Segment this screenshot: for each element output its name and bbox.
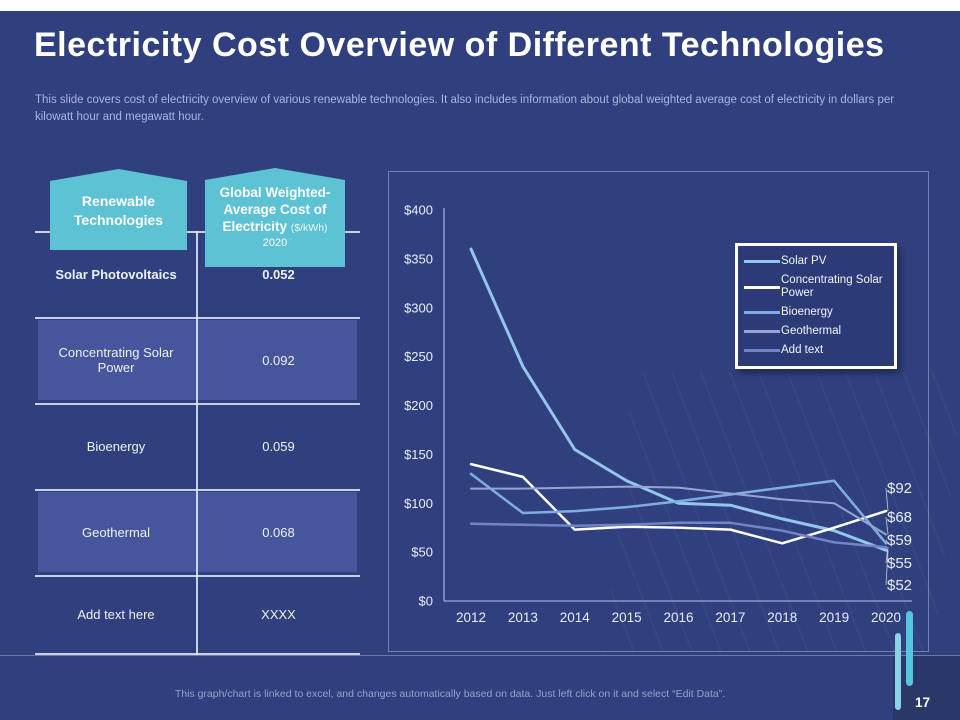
y-axis-tick-label: $50 — [411, 545, 433, 560]
legend-item: Geothermal — [744, 325, 888, 338]
legend-line-swatch — [744, 348, 780, 352]
legend-item: Bioenergy — [744, 306, 888, 319]
legend-label: Solar PV — [781, 255, 827, 267]
table-row-label: Add text here — [77, 606, 155, 622]
table-row-label: Solar Photovoltaics — [55, 266, 177, 282]
legend-line-swatch — [744, 311, 780, 315]
table-row-label: Concentrating Solar Power — [58, 345, 174, 375]
table-row-value: 0.052 — [262, 266, 295, 282]
table-row-label: Bioenergy — [86, 438, 146, 454]
y-axis-tick-label: $350 — [404, 251, 433, 266]
table-header-year: 2020 — [262, 236, 288, 249]
series-line-add-text — [469, 521, 888, 549]
page-number: 17 — [915, 695, 931, 710]
top-white-strip — [0, 0, 960, 11]
footer-right-panel — [893, 656, 960, 720]
x-axis-tick-label: 2014 — [560, 610, 591, 625]
chart-canvas[interactable]: $400 $350 $300 $250 $200 $150 $100 $50 $0 2012 201… — [389, 172, 928, 651]
data-label: $59 — [887, 532, 912, 549]
x-axis-tick-label: 2016 — [663, 610, 693, 625]
x-axis-tick-label: 2018 — [767, 610, 797, 625]
y-axis-tick-label: $100 — [404, 496, 433, 511]
table-row-label: Geothermal — [82, 524, 150, 540]
table-row-value: XXXX — [261, 606, 296, 622]
x-axis-tick-label: 2017 — [715, 610, 745, 625]
table-header-label: Global Weighted-Average Cost of Electric… — [219, 185, 331, 234]
footer-divider — [0, 655, 960, 656]
electricity-cost-line-chart[interactable]: $400 $350 $300 $250 $200 $150 $100 $50 $0 2012 201… — [388, 171, 960, 652]
table-header-global-cost: Global Weighted-Average Cost of Electric… — [205, 168, 345, 267]
y-axis-tick-label: $0 — [419, 594, 433, 609]
data-label: $68 — [887, 509, 912, 526]
chart-legend: Solar PV Concentrating Solar Power Bioener… — [735, 243, 897, 369]
table-row-value: 0.059 — [262, 438, 295, 454]
series-line-geothermal — [470, 485, 887, 536]
x-axis-tick-label: 2020 — [871, 610, 901, 625]
y-axis-tick-label: $400 — [404, 203, 433, 218]
legend-item: Add text — [744, 344, 888, 357]
page-title: Electricity Cost Overview of Different T… — [34, 26, 885, 64]
y-axis-tick-label: $200 — [404, 398, 433, 413]
legend-label: Geothermal — [781, 324, 842, 337]
decorative-accent-bar — [895, 633, 901, 710]
table-row-value: 0.092 — [262, 352, 295, 368]
series-line-bioenergy — [469, 472, 888, 545]
legend-item: Solar PV — [744, 255, 888, 268]
x-axis-tick-label: 2015 — [612, 610, 642, 625]
series-line-solar-pv — [469, 247, 888, 552]
footer-note: This graph/chart is linked to excel, and… — [174, 688, 726, 700]
data-label-leader-line — [885, 516, 889, 535]
table-row: Concentrating Solar Power 0.092 — [35, 317, 360, 403]
legend-line-swatch — [744, 285, 780, 289]
x-axis-tick-label: 2013 — [508, 610, 538, 625]
y-axis-tick-label: $300 — [404, 300, 433, 315]
legend-item: Concentrating Solar Power — [744, 274, 888, 300]
table-row: Bioenergy 0.059 — [35, 403, 360, 489]
y-axis-tick-label: $250 — [404, 349, 433, 364]
table-row: Geothermal 0.068 — [35, 489, 360, 575]
page-subtitle: This slide covers cost of electricity ov… — [35, 94, 895, 124]
data-label: $92 — [887, 480, 912, 497]
data-label: $52 — [887, 577, 912, 594]
data-label: $55 — [887, 555, 912, 572]
table-grid-line — [196, 231, 198, 655]
table-row-value: 0.068 — [262, 524, 295, 540]
data-label-leader-line — [885, 487, 889, 512]
data-label-leader-line — [885, 547, 889, 564]
table-header-label: Renewable Technologies — [73, 193, 164, 228]
series-line-concentrating-solar-power — [469, 462, 888, 545]
legend-label: Concentrating Solar Power — [781, 273, 883, 300]
table-row: Solar Photovoltaics 0.052 — [35, 231, 360, 317]
y-axis-tick-label: $150 — [404, 447, 433, 462]
legend-line-swatch — [744, 330, 780, 333]
x-axis-tick-label: 2012 — [456, 610, 486, 625]
data-label-leader-line — [885, 550, 889, 586]
data-label-leader-line — [885, 539, 889, 544]
legend-line-swatch — [744, 260, 780, 264]
x-axis-tick-label: 2019 — [819, 610, 849, 625]
legend-label: Add text — [781, 343, 824, 356]
legend-label: Bioenergy — [781, 306, 833, 318]
table-header-renewable-technologies: Renewable Technologies — [50, 169, 187, 250]
table-row: Add text here XXXX — [35, 575, 360, 653]
technology-cost-table: Solar Photovoltaics 0.052 Concentrating So… — [35, 231, 360, 655]
table-header-unit: ($/kWh) — [290, 221, 328, 234]
decorative-accent-bar — [906, 611, 913, 686]
